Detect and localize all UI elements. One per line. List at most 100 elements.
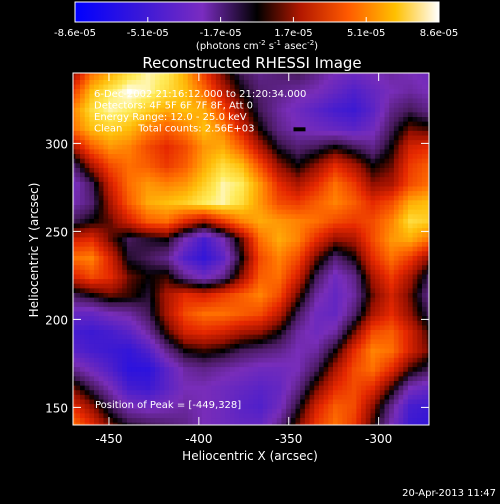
heatmap-cell — [291, 316, 296, 321]
heatmap-cell — [99, 237, 104, 242]
heatmap-cell — [192, 228, 197, 233]
heatmap-cell — [253, 149, 258, 154]
heatmap-cell — [127, 251, 132, 256]
heatmap-cell — [108, 362, 113, 367]
heatmap-cell — [366, 325, 371, 330]
heatmap-cell — [291, 177, 296, 182]
heatmap-cell — [244, 210, 249, 215]
heatmap-cell — [267, 344, 272, 349]
heatmap-cell — [263, 339, 268, 344]
heatmap-cell — [408, 98, 413, 103]
heatmap-cell — [267, 173, 272, 178]
heatmap-cell — [375, 228, 380, 233]
heatmap-cell — [197, 140, 202, 145]
heatmap-cell — [132, 325, 137, 330]
heatmap-cell — [178, 242, 183, 247]
heatmap-cell — [338, 247, 343, 252]
heatmap-cell — [380, 94, 385, 99]
heatmap-cell — [253, 302, 258, 307]
heatmap-cell — [422, 265, 427, 270]
heatmap-cell — [394, 228, 399, 233]
heatmap-cell — [197, 145, 202, 150]
heatmap-cell — [244, 288, 249, 293]
heatmap-cell — [399, 219, 404, 224]
heatmap-cell — [122, 196, 127, 201]
heatmap-cell — [422, 219, 427, 224]
heatmap-cell — [408, 293, 413, 298]
heatmap-cell — [136, 335, 141, 340]
heatmap-cell — [103, 335, 108, 340]
heatmap-cell — [389, 200, 394, 205]
heatmap-cell — [324, 219, 329, 224]
heatmap-cell — [235, 288, 240, 293]
heatmap-cell — [235, 265, 240, 270]
heatmap-cell — [281, 149, 286, 154]
heatmap-cell — [361, 316, 366, 321]
heatmap-cell — [188, 214, 193, 219]
heatmap-cell — [422, 293, 427, 298]
heatmap-cell — [370, 307, 375, 312]
heatmap-cell — [286, 349, 291, 354]
heatmap-cell — [277, 312, 282, 317]
heatmap-cell — [272, 270, 277, 275]
heatmap-cell — [300, 131, 305, 136]
heatmap-cell — [272, 196, 277, 201]
heatmap-cell — [136, 367, 141, 372]
heatmap-cell — [291, 182, 296, 187]
heatmap-cell — [319, 136, 324, 141]
heatmap-cell — [122, 344, 127, 349]
heatmap-cell — [277, 344, 282, 349]
heatmap-cell — [85, 312, 90, 317]
heatmap-cell — [178, 316, 183, 321]
heatmap-cell — [370, 325, 375, 330]
heatmap-cell — [174, 224, 179, 229]
heatmap-cell — [141, 186, 146, 191]
heatmap-cell — [333, 274, 338, 279]
heatmap-cell — [146, 367, 151, 372]
heatmap-cell — [75, 362, 80, 367]
heatmap-cell — [253, 247, 258, 252]
heatmap-cell — [183, 270, 188, 275]
heatmap-cell — [141, 163, 146, 168]
heatmap-cell — [169, 284, 174, 289]
heatmap-cell — [385, 358, 390, 363]
heatmap-cell — [127, 298, 132, 303]
heatmap-cell — [338, 168, 343, 173]
heatmap-cell — [417, 214, 422, 219]
heatmap-cell — [127, 367, 132, 372]
heatmap-cell — [272, 339, 277, 344]
heatmap-cell — [141, 214, 146, 219]
heatmap-cell — [132, 80, 137, 85]
heatmap-cell — [380, 89, 385, 94]
heatmap-cell — [324, 80, 329, 85]
heatmap-cell — [258, 358, 263, 363]
heatmap-cell — [399, 335, 404, 340]
heatmap-cell — [272, 186, 277, 191]
heatmap-cell — [296, 210, 301, 215]
heatmap-cell — [352, 108, 357, 113]
heatmap-cell — [235, 80, 240, 85]
heatmap-cell — [178, 353, 183, 358]
heatmap-cell — [75, 330, 80, 335]
heatmap-cell — [305, 126, 310, 131]
heatmap-cell — [300, 117, 305, 122]
heatmap-cell — [356, 312, 361, 317]
heatmap-cell — [146, 284, 151, 289]
heatmap-cell — [85, 177, 90, 182]
heatmap-cell — [328, 344, 333, 349]
heatmap-cell — [249, 154, 254, 159]
heatmap-cell — [385, 219, 390, 224]
heatmap-cell — [230, 367, 235, 372]
heatmap-cell — [403, 136, 408, 141]
heatmap-cell — [389, 247, 394, 252]
heatmap-cell — [380, 251, 385, 256]
heatmap-cell — [113, 339, 118, 344]
heatmap-cell — [417, 131, 422, 136]
heatmap-cell — [178, 367, 183, 372]
heatmap-cell — [216, 261, 221, 266]
heatmap-cell — [333, 136, 338, 141]
heatmap-cell — [188, 200, 193, 205]
heatmap-cell — [333, 293, 338, 298]
heatmap-cell — [328, 321, 333, 326]
heatmap-cell — [333, 112, 338, 117]
